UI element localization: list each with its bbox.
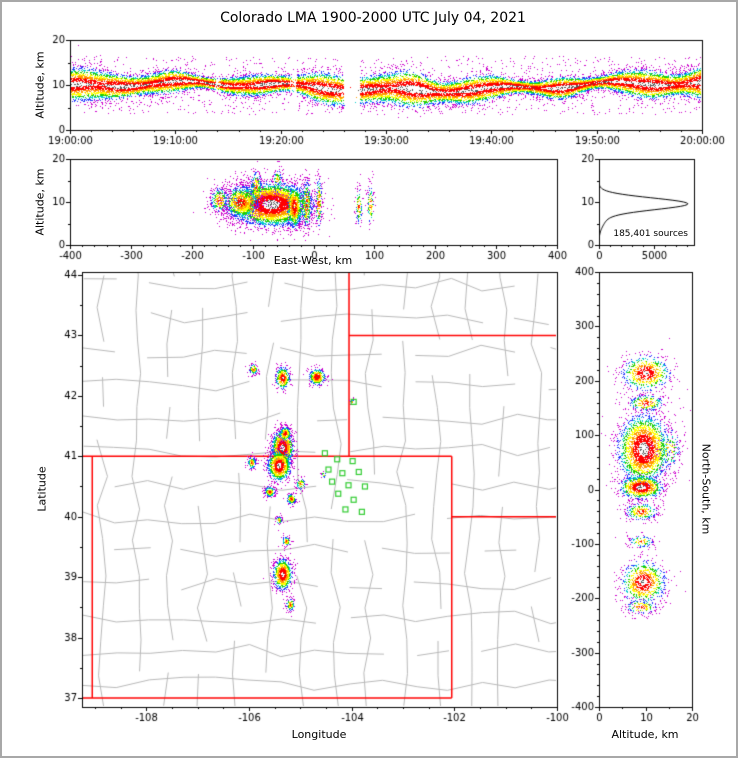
east-west-xlabel: East-West, km [273,254,353,267]
time-height-ylabel: Altitude, km [33,51,47,119]
north-south-panel [562,264,736,742]
time-height-panel [20,30,726,152]
east-west-ylabel: Altitude, km [33,168,47,236]
figure-title: Colorado LMA 1900-2000 UTC July 04, 2021 [220,10,526,26]
north-south-xlabel: Altitude, km [611,728,679,741]
map-ylabel: Latitude [35,466,49,512]
source-count-annotation: 185,401 sources [613,229,688,239]
map-panel [20,264,580,742]
altitude-histogram-panel [562,152,736,264]
east-west-panel [20,152,580,264]
map-xlabel: Longitude [291,728,347,741]
north-south-ylabel: North-South, km [699,443,713,535]
